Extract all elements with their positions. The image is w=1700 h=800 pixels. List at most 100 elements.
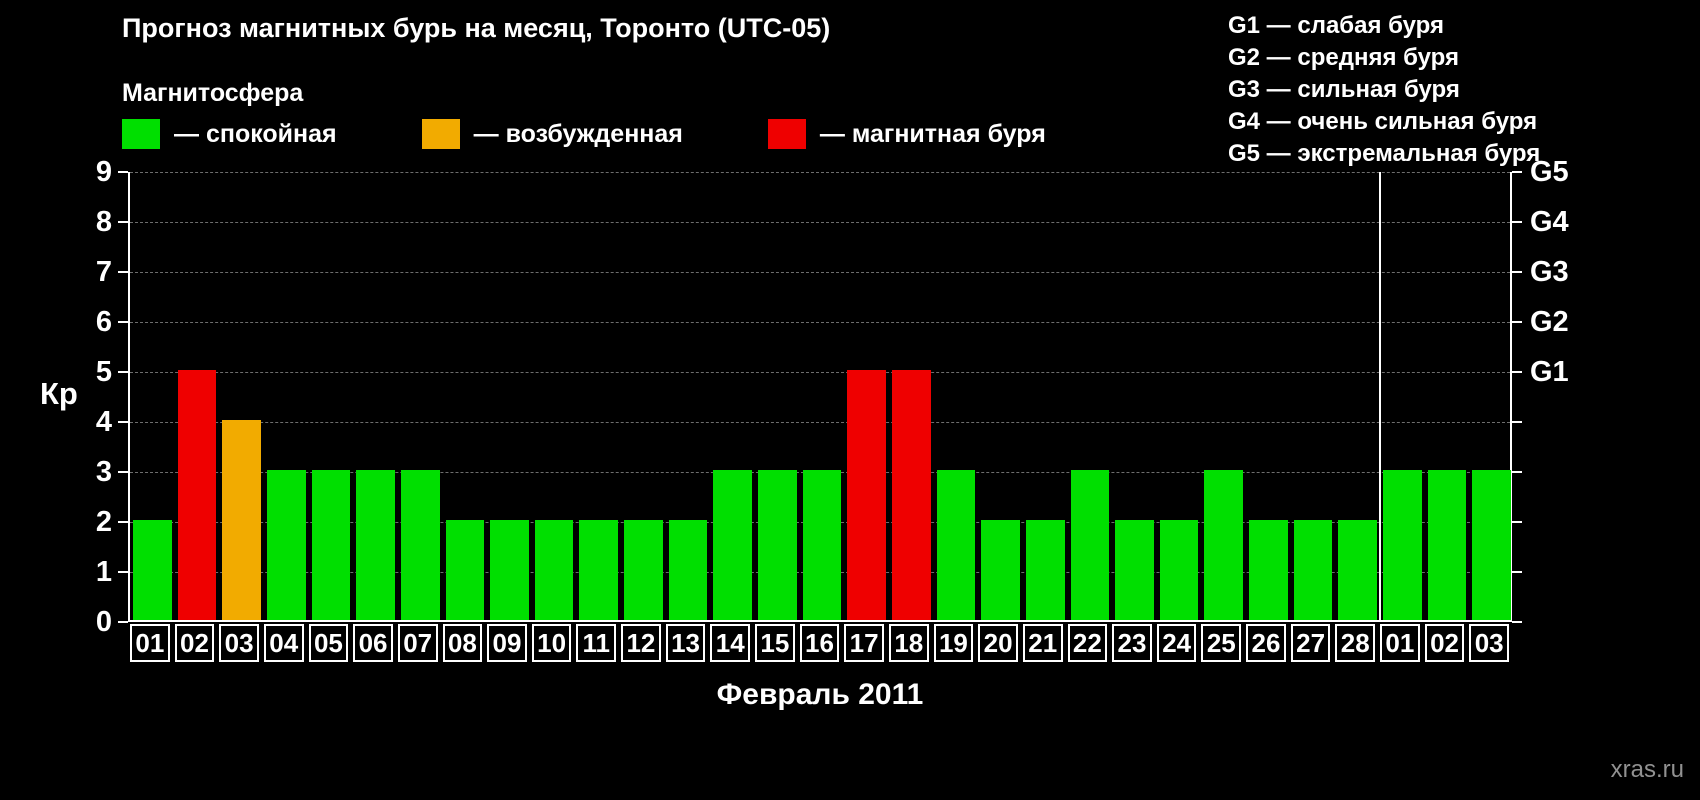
day-label-21: 21: [1022, 624, 1063, 662]
kp-bar-day-26: [1249, 520, 1288, 620]
right-axis-tick: [1512, 571, 1522, 573]
g-scale-legend-line: G3 — сильная буря: [1228, 76, 1460, 103]
legend-item-storm: — магнитная буря: [767, 119, 1046, 149]
gridline-kp-5: [130, 372, 1510, 373]
g-scale-label-G5: G5: [1530, 156, 1569, 188]
kp-bar-day-28: [1338, 520, 1378, 620]
day-label-18: 18: [888, 624, 929, 662]
day-label-16: 16: [799, 624, 840, 662]
excited-color-swatch: [421, 119, 460, 149]
day-label-05: 05: [308, 624, 349, 662]
kp-bar-day-20: [981, 520, 1020, 620]
right-axis-tick: [1512, 221, 1522, 223]
gridline-kp-4: [130, 422, 1510, 423]
legend-title: Магнитосфера: [122, 79, 304, 107]
day-label-17: 17: [844, 624, 884, 662]
g-scale-legend-line: G2 — средняя буря: [1228, 44, 1459, 71]
watermark: xras.ru: [1610, 756, 1684, 783]
left-axis-tick: [118, 321, 128, 323]
legend-item-label: — спокойная: [174, 119, 337, 148]
g-scale-legend-line: G4 — очень сильная буря: [1228, 108, 1538, 135]
kp-bar-day-24: [1159, 520, 1199, 620]
g-scale-label-G1: G1: [1530, 356, 1569, 388]
plot-area: [128, 172, 1512, 622]
right-axis-tick: [1512, 621, 1522, 623]
gridline-kp-7: [130, 272, 1510, 273]
kp-bar-day-05: [311, 470, 351, 620]
left-axis-tick: [118, 571, 128, 573]
y-tick-label-7: 7: [95, 256, 112, 288]
day-label-12: 12: [621, 624, 661, 662]
y-tick-label-6: 6: [95, 306, 112, 338]
kp-bar-day-12: [624, 520, 663, 620]
kp-bar-day-19: [936, 470, 976, 620]
day-label-25: 25: [1201, 624, 1242, 662]
right-axis-tick: [1512, 471, 1522, 473]
legend-item-quiet: — спокойная: [122, 119, 337, 149]
kp-bar-day-11: [579, 520, 619, 620]
y-tick-label-5: 5: [95, 356, 112, 388]
kp-bar-day-13: [668, 520, 708, 620]
day-label-09: 09: [487, 624, 527, 662]
kp-bar-day-09: [490, 520, 529, 620]
day-label-06: 06: [353, 624, 393, 662]
kp-bar-day-02: [177, 370, 217, 620]
kp-bar-day-07: [400, 470, 440, 620]
kp-bar-day-06: [356, 470, 395, 620]
gridline-kp-8: [130, 222, 1510, 223]
right-axis-tick: [1512, 371, 1522, 373]
right-axis-tick: [1512, 321, 1522, 323]
kp-bar-day-02: [1427, 470, 1467, 620]
y-tick-label-2: 2: [95, 506, 112, 538]
day-label-03: 03: [219, 624, 259, 662]
day-label-08: 08: [442, 624, 483, 662]
kp-bar-day-25: [1204, 470, 1244, 620]
day-label-03: 03: [1469, 624, 1509, 662]
day-label-02: 02: [1424, 624, 1465, 662]
day-label-27: 27: [1290, 624, 1331, 662]
day-label-14: 14: [710, 624, 751, 662]
day-label-19: 19: [933, 624, 974, 662]
kp-bar-day-10: [534, 520, 574, 620]
legend-item-excited: — возбужденная: [421, 119, 683, 149]
y-tick-label-4: 4: [95, 406, 112, 438]
day-label-04: 04: [263, 624, 304, 662]
left-axis-tick: [118, 221, 128, 223]
g-scale-label-G2: G2: [1530, 306, 1569, 338]
day-label-15: 15: [755, 624, 795, 662]
month-separator: [1379, 172, 1382, 620]
kp-bar-day-16: [802, 470, 842, 620]
kp-bar-day-01: [133, 520, 172, 620]
left-axis-tick: [118, 421, 128, 423]
g-scale-legend-line: G1 — слабая буря: [1228, 12, 1445, 39]
left-axis-tick: [118, 621, 128, 623]
day-label-13: 13: [665, 624, 706, 662]
gridline-kp-6: [130, 322, 1510, 323]
kp-bar-day-14: [713, 470, 753, 620]
day-label-26: 26: [1246, 624, 1286, 662]
g-scale-label-G4: G4: [1530, 206, 1569, 238]
y-tick-label-8: 8: [95, 206, 112, 238]
kp-bar-day-08: [445, 520, 485, 620]
storm-color-swatch: [767, 119, 806, 149]
kp-bar-day-17: [847, 370, 886, 620]
kp-bar-day-04: [266, 470, 306, 620]
right-axis-tick: [1512, 171, 1522, 173]
kp-bar-day-21: [1025, 520, 1065, 620]
legend-item-label: — возбужденная: [473, 119, 683, 148]
left-axis-tick: [118, 521, 128, 523]
day-axis-row: 01 02 03 04 05 06 07 08 09 10 11 12 13 14 15 16 17 18 19 20…: [128, 624, 1512, 662]
gridline-kp-9: [130, 172, 1510, 173]
kp-bar-day-03: [1472, 470, 1511, 620]
g-scale-legend: G1 — слабая буря G2 — средняя буря G3 — …: [1228, 10, 1540, 170]
day-label-24: 24: [1156, 624, 1197, 662]
kp-bar-day-18: [891, 370, 931, 620]
kp-bar-day-27: [1293, 520, 1333, 620]
right-axis-tick: [1512, 521, 1522, 523]
y-tick-label-0: 0: [95, 606, 112, 638]
left-axis-tick: [118, 271, 128, 273]
left-axis-tick: [118, 471, 128, 473]
day-label-01: 01: [1380, 624, 1420, 662]
day-label-22: 22: [1067, 624, 1108, 662]
